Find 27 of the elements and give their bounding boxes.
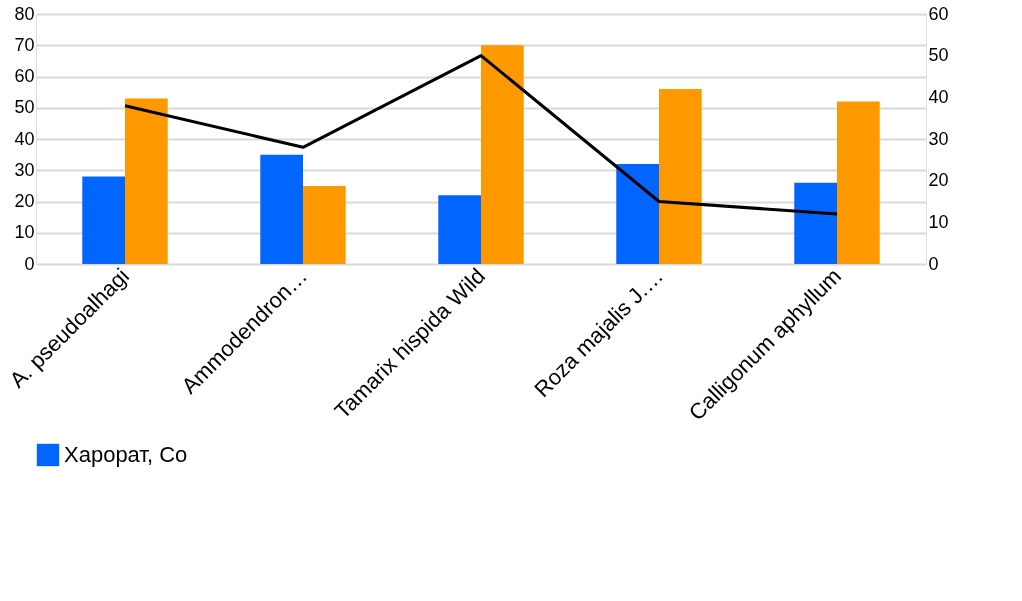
legend-label: Харорат, Co (64, 442, 188, 467)
bar (260, 154, 303, 264)
bar (794, 182, 837, 264)
y2-tick-label: 50 (928, 45, 949, 66)
bar (438, 195, 481, 264)
y-tick-label: 40 (14, 128, 35, 149)
bar (659, 89, 702, 264)
y-tick-label: 10 (14, 222, 35, 243)
y2-tick-label: 60 (928, 3, 949, 24)
y2-tick-label: 20 (928, 170, 949, 191)
y2-tick-label: 0 (928, 253, 939, 274)
bar (82, 176, 125, 264)
y-tick-label: 80 (14, 3, 35, 24)
bar (481, 45, 524, 264)
y-tick-label: 50 (14, 97, 35, 118)
y-tick-label: 70 (14, 34, 35, 55)
line-series (123, 54, 839, 216)
y2-tick-label: 10 (928, 211, 949, 232)
bar (837, 101, 880, 264)
bar (125, 98, 168, 264)
bar (616, 164, 659, 264)
y-tick-label: 30 (14, 159, 35, 180)
y-tick-label: 20 (14, 191, 35, 211)
bar (303, 185, 346, 264)
y2-tick-label: 30 (928, 128, 949, 149)
y-tick-label: 60 (14, 66, 35, 86)
y2-tick-label: 40 (928, 86, 949, 107)
